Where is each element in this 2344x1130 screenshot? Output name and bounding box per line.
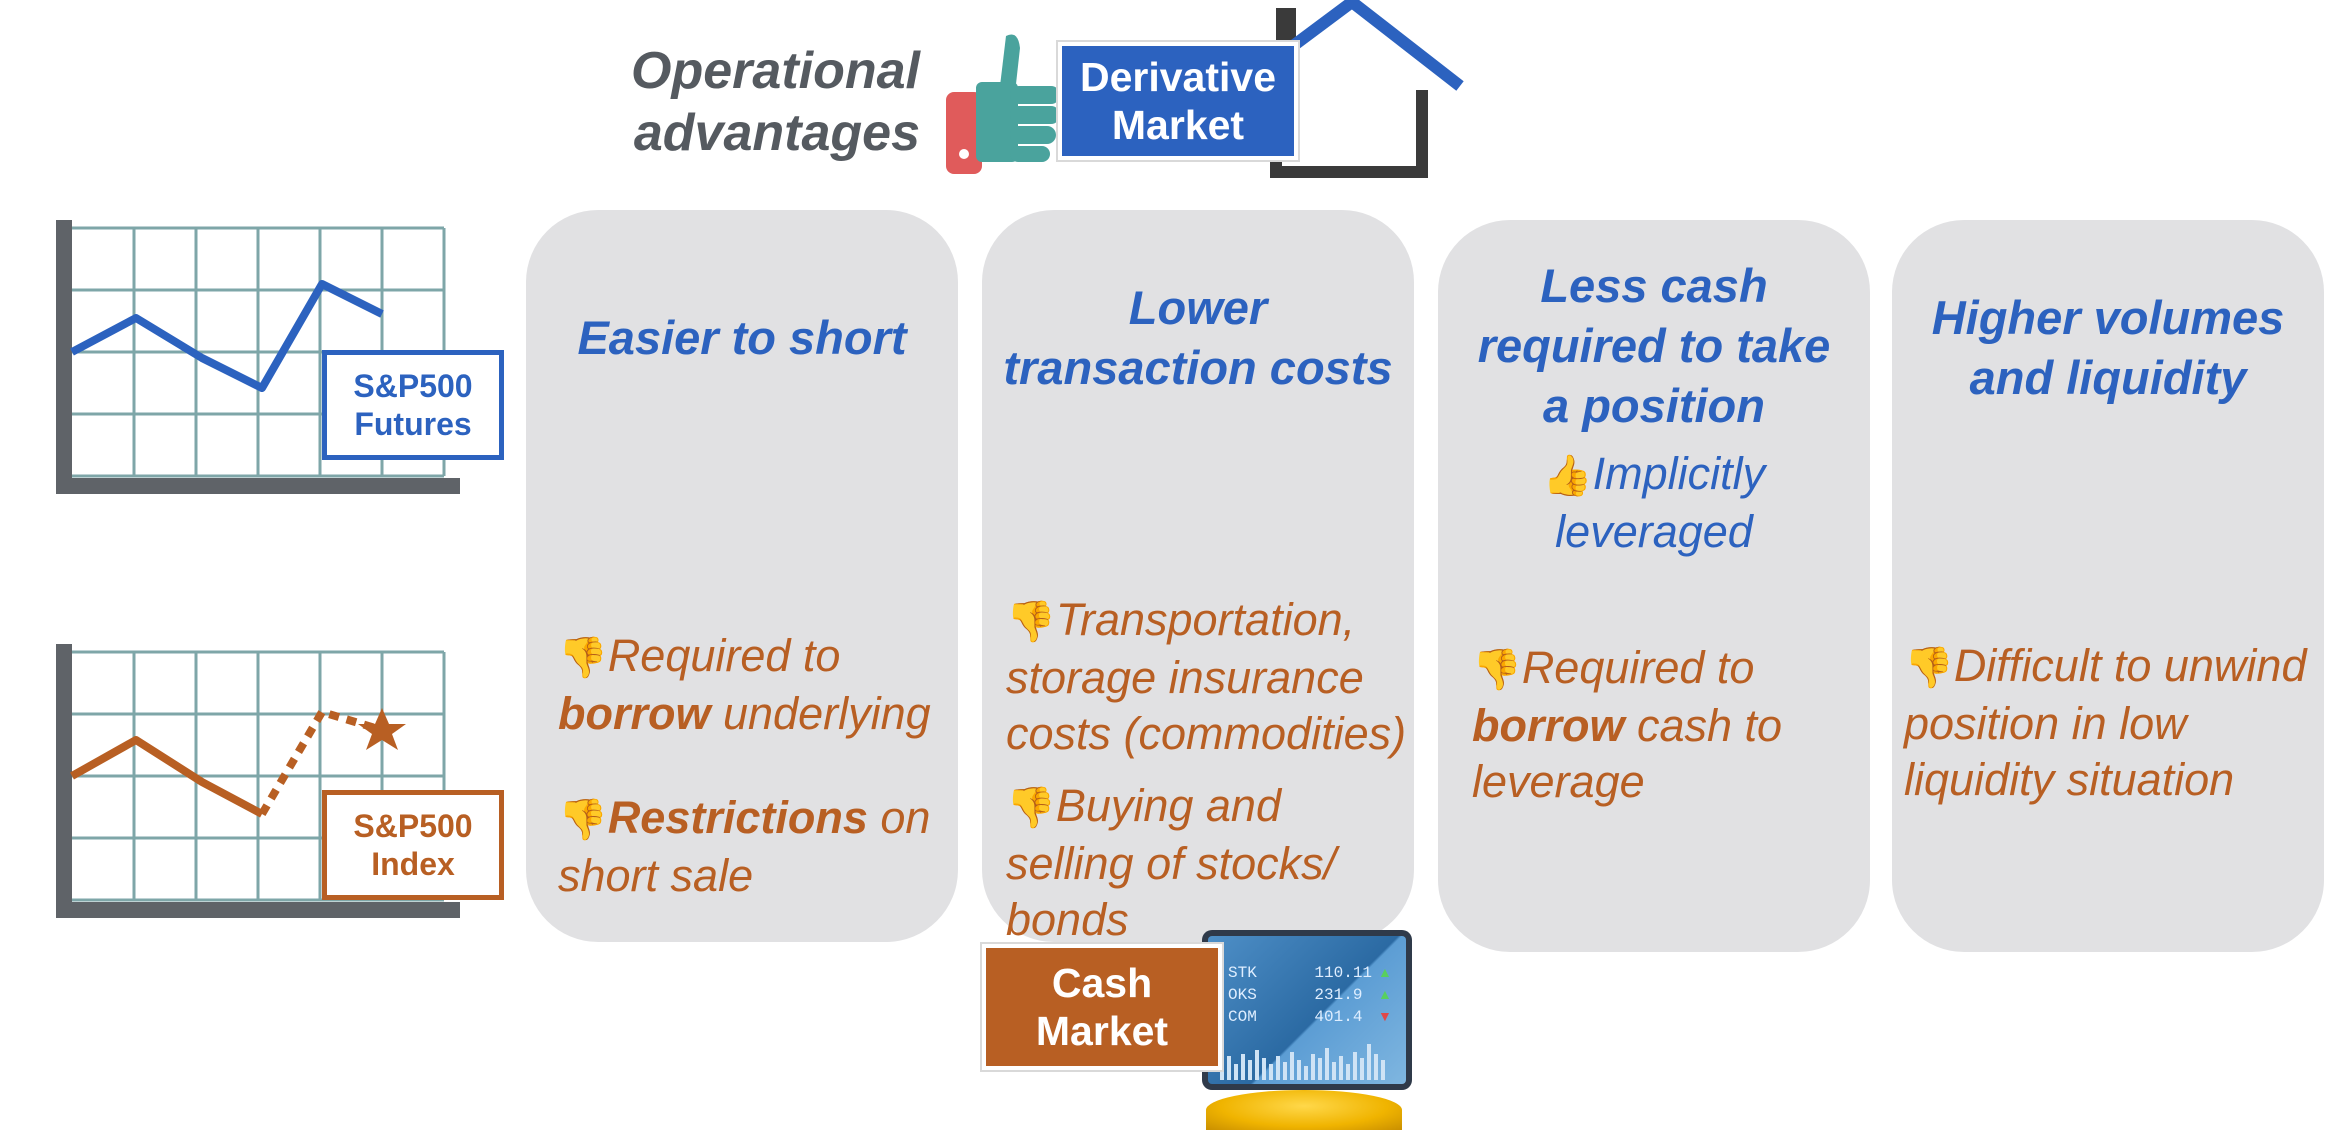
up-arrow-icon: ▲ (1378, 986, 1392, 1002)
pro-implicitly-leveraged: 👍Implicitly leveraged (1438, 446, 1870, 560)
con-bold: borrow (558, 688, 711, 739)
cash-market-label: Cash Market (982, 944, 1222, 1070)
column-lower-transaction-costs: Lower transaction costs 👎Transportation,… (982, 210, 1414, 945)
con-text: Difficult to unwind (1953, 640, 2307, 691)
title-line-2: advantages (633, 104, 920, 162)
pro-text: Implicitly (1592, 448, 1766, 499)
title-line-1: Operational (631, 42, 920, 100)
ticker-value: 110.11 (1314, 964, 1373, 982)
thumbs-down-icon: 👎 (558, 798, 608, 842)
column-title-line: Higher volumes (1931, 291, 2285, 344)
con-text: cash to leverage (1472, 700, 1783, 807)
column-title-line: and liquidity (1969, 351, 2247, 404)
column-title-line: a position (1543, 379, 1765, 432)
gold-coins-icon (1206, 1090, 1402, 1130)
ticker-value: 401.4 (1314, 1008, 1363, 1026)
operational-advantages-title: Operational advantages (600, 40, 920, 164)
con-restrictions: 👎Restrictions on short sale (558, 790, 958, 904)
con-text: storage insurance (1006, 652, 1364, 703)
derivative-market-label: Derivative Market (1058, 42, 1298, 160)
thumbs-down-icon: 👎 (558, 636, 608, 680)
up-arrow-icon: ▲ (1378, 964, 1392, 980)
futures-label-line-1: S&P500 (353, 368, 473, 404)
ticker-symbol: STK (1228, 964, 1257, 982)
con-text: Transportation, (1055, 594, 1356, 645)
con-bold: borrow (1472, 700, 1625, 751)
con-bold: Restrictions (607, 792, 868, 843)
column-title-line: Lower (1128, 281, 1268, 334)
ticker-bars-icon (1220, 1044, 1385, 1080)
con-transportation: 👎Transportation, storage insurance costs… (1006, 592, 1426, 762)
thumbs-down-icon: 👎 (1006, 600, 1056, 644)
ticker-row: COM 401.4 (1228, 1006, 1372, 1028)
thumbs-down-icon: 👎 (1006, 786, 1056, 830)
stock-ticker-screen: STK 110.11 OKS 231.9 COM 401.4 ▲ ▲ ▼ (1202, 930, 1412, 1090)
column-title-line: required to take (1477, 319, 1831, 372)
con-text: bonds (1006, 894, 1129, 945)
index-label-line-2: Index (371, 846, 455, 882)
column-title: Easier to short (526, 308, 958, 368)
column-title-line: transaction costs (1003, 341, 1393, 394)
con-buying-selling: 👎Buying and selling of stocks/ bonds (1006, 778, 1426, 948)
futures-label: S&P500 Futures (322, 350, 504, 460)
pro-text: leveraged (1555, 506, 1753, 557)
con-text: selling of stocks/ (1006, 838, 1337, 889)
index-label: S&P500 Index (322, 790, 504, 900)
con-text: on short sale (558, 792, 931, 901)
con-text: Required to (1521, 642, 1755, 693)
column-higher-volumes: Higher volumes and liquidity 👎Difficult … (1892, 220, 2324, 952)
thumbs-up-down-icon (946, 34, 1060, 174)
thumbs-down-icon: 👎 (1472, 648, 1522, 692)
cash-line-1: Cash (1051, 960, 1153, 1006)
con-text: liquidity situation (1904, 754, 2235, 805)
con-text: position in low (1904, 698, 2187, 749)
column-title-line: Less cash (1540, 259, 1768, 312)
thumbs-up-icon: 👍 (1542, 454, 1593, 498)
futures-line-chart (56, 220, 460, 494)
column-less-cash-required: Less cash required to take a position 👍I… (1438, 220, 1870, 952)
con-text: Required to (607, 630, 841, 681)
derivative-line-1: Derivative (1079, 54, 1276, 100)
column-title: Higher volumes and liquidity (1892, 288, 2324, 408)
ticker-row: OKS 231.9 (1228, 984, 1372, 1006)
down-arrow-icon: ▼ (1378, 1008, 1392, 1024)
index-label-line-1: S&P500 (353, 808, 473, 844)
con-text: Buying and (1055, 780, 1281, 831)
column-easier-to-short: Easier to short 👎Required to borrow unde… (526, 210, 958, 942)
con-text: costs (commodities) (1006, 708, 1407, 759)
con-text: underlying (710, 688, 931, 739)
column-title: Less cash required to take a position (1438, 256, 1870, 436)
column-title-line: Easier to short (577, 311, 907, 364)
column-title: Lower transaction costs (982, 278, 1414, 398)
cash-line-2: Market (1035, 1008, 1169, 1054)
ticker-symbol: OKS (1228, 986, 1257, 1004)
con-borrow-underlying: 👎Required to borrow underlying (558, 628, 958, 742)
derivative-line-2: Market (1111, 102, 1245, 148)
con-borrow-cash: 👎Required to borrow cash to leverage (1472, 640, 1852, 810)
ticker-value: 231.9 (1314, 986, 1363, 1004)
thumbs-down-icon: 👎 (1904, 646, 1954, 690)
ticker-symbol: COM (1228, 1008, 1257, 1026)
con-difficult-to-unwind: 👎Difficult to unwind position in low liq… (1904, 638, 2324, 808)
ticker-row: STK 110.11 (1228, 962, 1372, 984)
futures-label-line-2: Futures (354, 406, 472, 442)
